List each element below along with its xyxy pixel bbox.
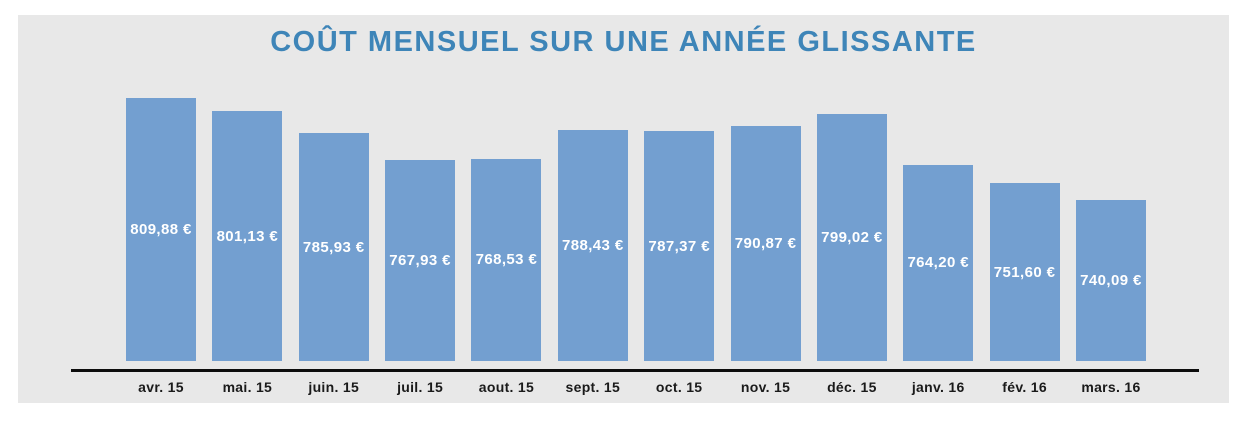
- bar: 764,20 €: [903, 164, 974, 361]
- bar: 799,02 €: [816, 114, 887, 361]
- bar-value-label: 764,20 €: [907, 254, 970, 272]
- bar-value-label: 768,53 €: [475, 251, 538, 269]
- x-axis-label: fév. 16: [1002, 379, 1047, 395]
- bar: 790,87 €: [730, 126, 801, 361]
- bar-column: 740,09 € mars. 16: [1068, 200, 1154, 396]
- bar: 788,43 €: [557, 129, 628, 361]
- x-axis-label: juil. 15: [397, 379, 444, 395]
- bar: 801,13 €: [212, 111, 283, 361]
- bar-column: 768,53 € aout. 15: [463, 158, 549, 396]
- bar: 809,88 €: [126, 98, 196, 361]
- bar-columns: 809,88 € avr. 15 801,13 € mai. 15 785,93 € ju…: [118, 98, 1154, 396]
- x-axis-label: mai. 15: [222, 379, 273, 395]
- bar-value-label: 767,93 €: [389, 251, 451, 269]
- chart-title: COÛT MENSUEL SUR UNE ANNÉE GLISSANTE: [270, 26, 977, 58]
- x-axis-label: janv. 16: [911, 379, 965, 395]
- x-axis-label: avr. 15: [138, 379, 184, 395]
- bar: 751,60 €: [989, 183, 1060, 361]
- x-axis-label: aout. 15: [478, 379, 535, 395]
- bar-column: 785,93 € juin. 15: [291, 133, 377, 396]
- bar: 768,53 €: [471, 158, 542, 361]
- x-axis-label: sept. 15: [565, 379, 621, 395]
- bar-value-label: 740,09 €: [1080, 272, 1142, 290]
- bar-column: 767,93 € juil. 15: [377, 159, 463, 397]
- bar-column: 801,13 € mai. 15: [204, 111, 290, 396]
- bar-column: 809,88 € avr. 15: [118, 98, 204, 396]
- bar-value-label: 809,88 €: [130, 221, 192, 239]
- bar-column: 787,37 € oct. 15: [636, 131, 722, 396]
- bar: 767,93 €: [385, 159, 456, 361]
- bar-column: 799,02 € déc. 15: [809, 114, 895, 396]
- bar-column: 788,43 € sept. 15: [550, 129, 636, 397]
- bar-column: 764,20 € janv. 16: [895, 164, 981, 396]
- bar: 785,93 €: [298, 133, 369, 361]
- x-axis-label: nov. 15: [740, 379, 791, 395]
- bar: 740,09 €: [1075, 200, 1146, 361]
- x-axis-label: déc. 15: [827, 379, 877, 395]
- x-axis-line: [71, 369, 1199, 372]
- bar-value-label: 790,87 €: [734, 235, 797, 252]
- x-axis-label: juin. 15: [308, 379, 360, 395]
- bar-value-label: 751,60 €: [993, 263, 1056, 281]
- bar-value-label: 785,93 €: [302, 238, 365, 256]
- bar-value-label: 788,43 €: [562, 236, 624, 254]
- x-axis-label: oct. 15: [655, 379, 703, 395]
- bar-value-label: 801,13 €: [216, 227, 279, 245]
- bar-value-label: 799,02 €: [821, 229, 883, 246]
- bar-value-label: 787,37 €: [648, 237, 710, 255]
- bar: 787,37 €: [644, 131, 715, 361]
- chart-panel: COÛT MENSUEL SUR UNE ANNÉE GLISSANTE 809…: [18, 15, 1229, 403]
- x-axis-label: mars. 16: [1081, 379, 1141, 395]
- bar-column: 790,87 € nov. 15: [723, 126, 809, 396]
- bar-column: 751,60 € fév. 16: [982, 183, 1068, 396]
